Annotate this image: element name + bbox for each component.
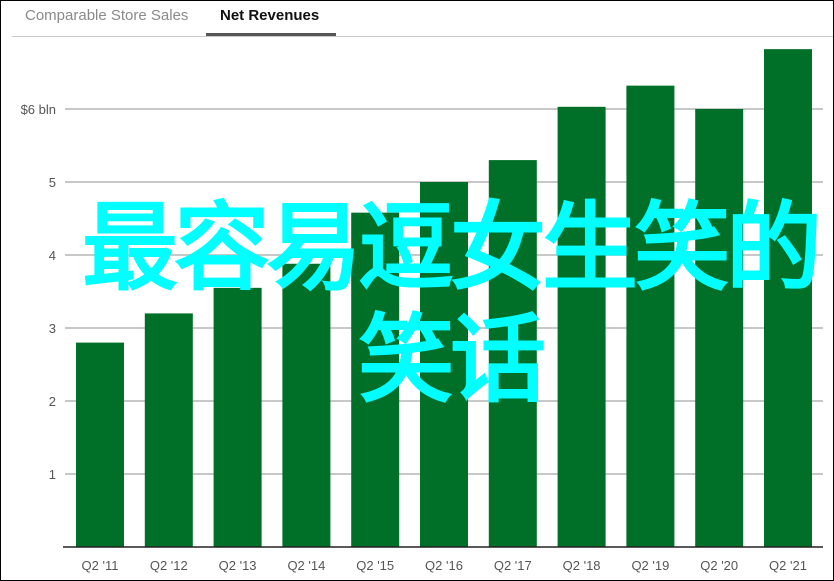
y-tick-label: 1 [49,467,56,482]
x-tick-label: Q2 '19 [631,558,669,573]
tab-net-revenues[interactable]: Net Revenues [220,7,320,24]
x-tick-label: Q2 '17 [494,558,532,573]
x-tick-label: Q2 '14 [287,558,325,573]
bar-Q2-19 [626,85,675,547]
y-tick-label: 2 [49,394,56,409]
tab-comparable-store-sales[interactable]: Comparable Store Sales [25,7,189,24]
bar-Q2-18 [557,106,606,547]
x-tick-label: Q2 '15 [356,558,394,573]
x-tick-label: Q2 '16 [425,558,463,573]
x-tick-label: Q2 '21 [769,558,807,573]
y-tick-label: 4 [49,248,56,263]
bar-Q2-20 [695,109,744,547]
bar-Q2-11 [76,342,124,547]
y-tick-label: 5 [49,175,56,190]
bar-Q2-13 [213,287,262,547]
y-tick-label: $6 bln [21,102,56,117]
x-tick-label: Q2 '12 [150,558,188,573]
overlay-title-line2: 笑话 [358,307,546,414]
bar-Q2-12 [144,313,193,547]
bar-Q2-14 [282,263,331,547]
x-tick-label: Q2 '18 [563,558,601,573]
x-tick-label: Q2 '20 [700,558,738,573]
bar-Q2-17 [488,160,537,547]
overlay-title-line1: 最容易逗女生笑的 [82,195,822,302]
x-tick-label: Q2 '13 [219,558,257,573]
tab-bar: Comparable Store Sales Net Revenues [12,1,833,37]
bar-Q2-16 [420,182,468,547]
bar-Q2-15 [351,212,400,547]
y-tick-label: 3 [49,321,56,336]
x-tick-label: Q2 '11 [82,558,119,573]
bar-Q2-21 [764,49,812,547]
active-tab-indicator [206,33,336,36]
